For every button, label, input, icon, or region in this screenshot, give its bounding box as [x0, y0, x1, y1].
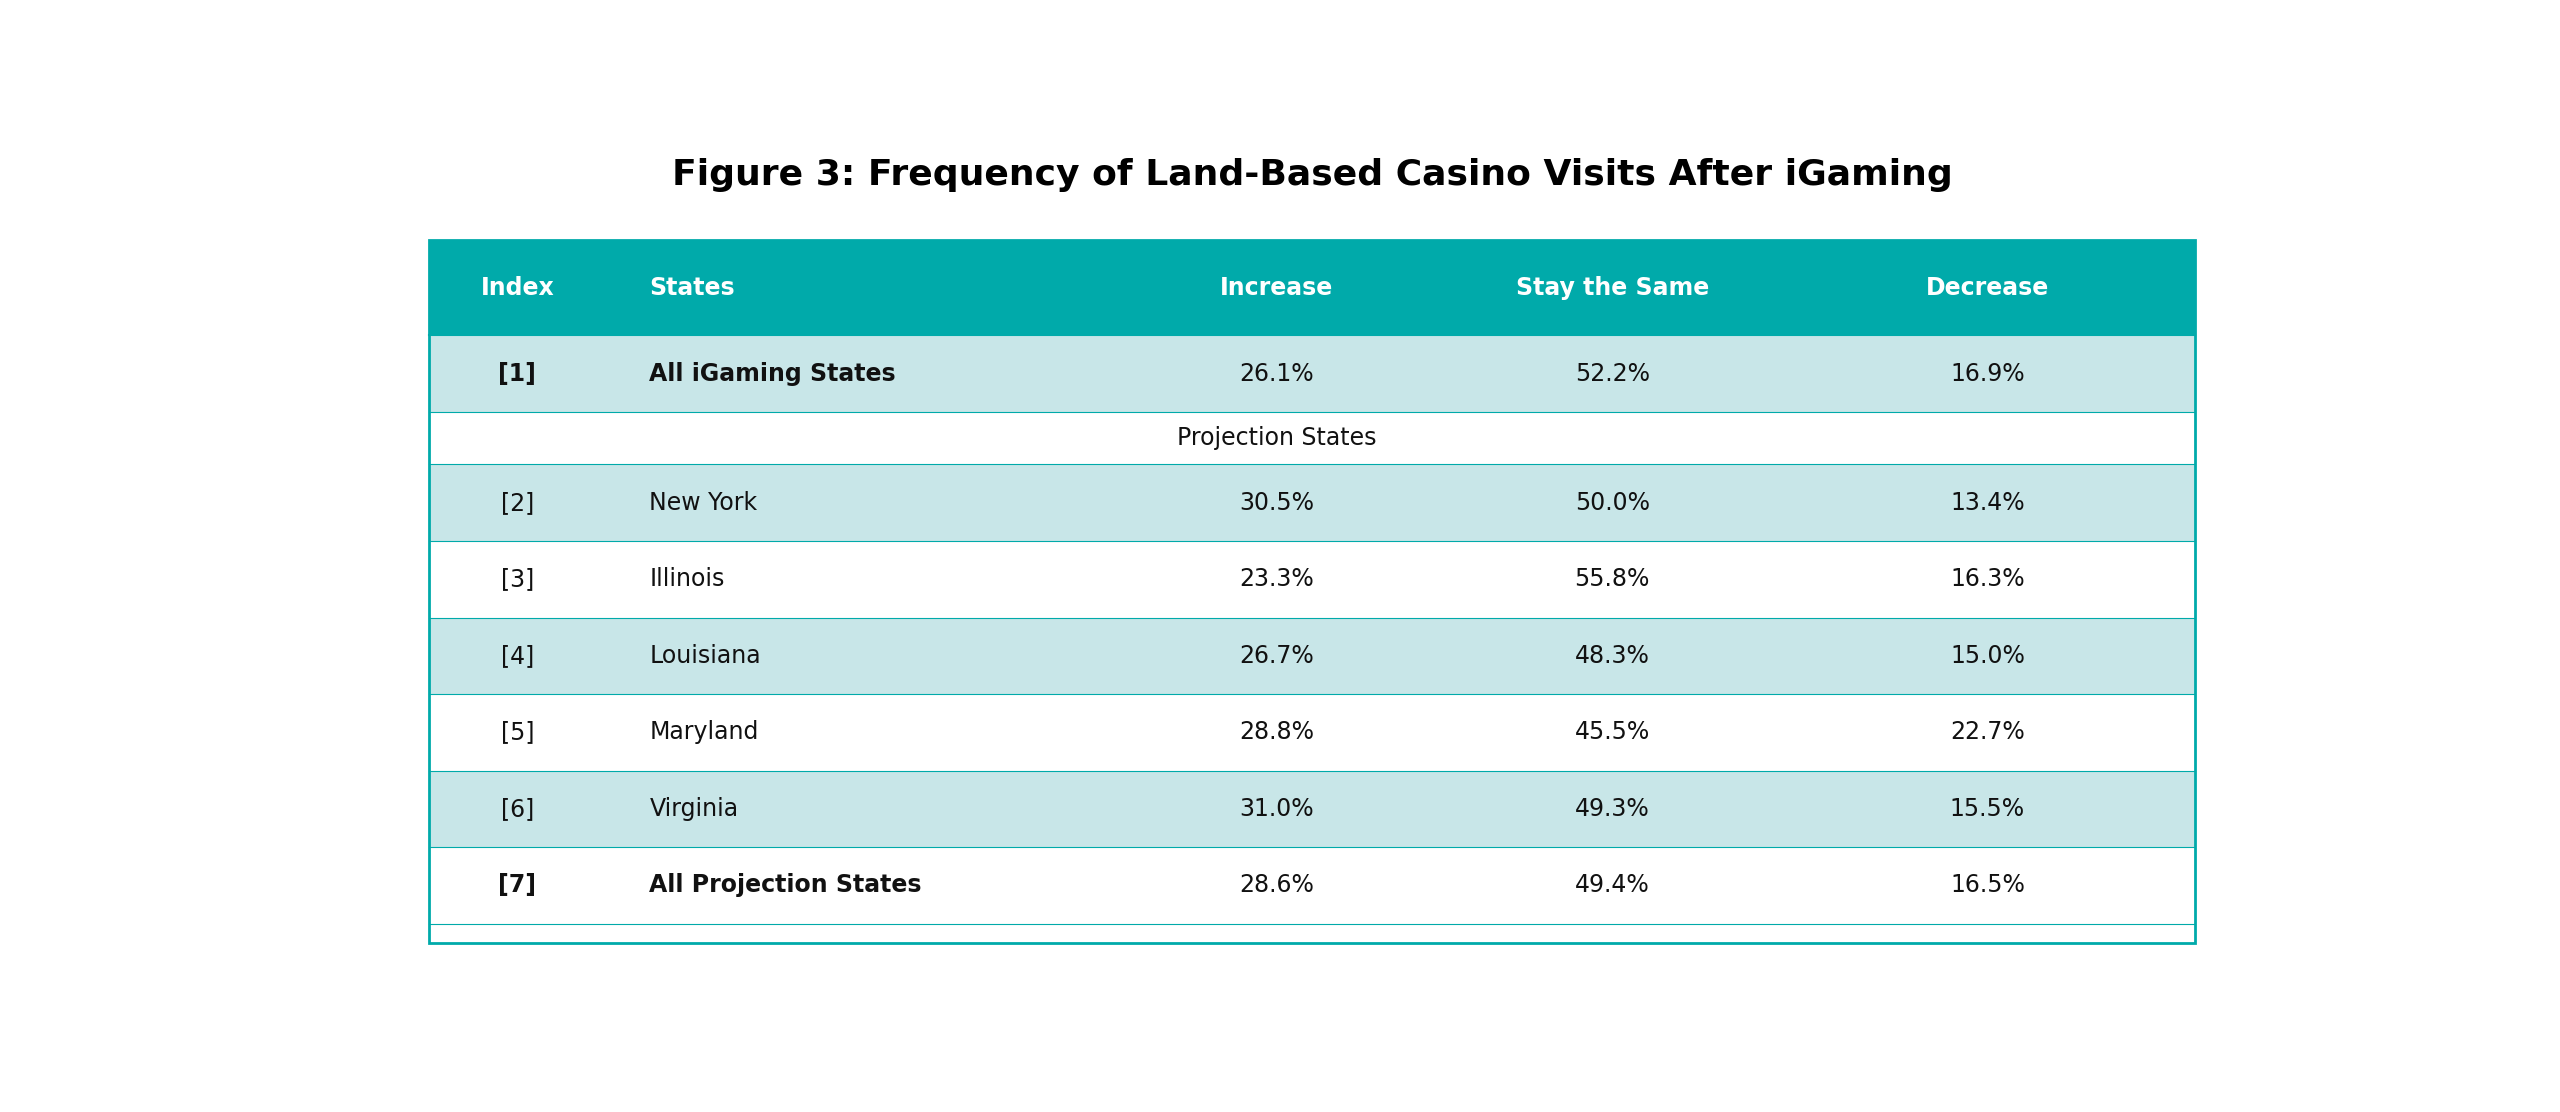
Text: 31.0%: 31.0%: [1239, 797, 1313, 821]
Text: Decrease: Decrease: [1925, 276, 2048, 300]
Text: 28.6%: 28.6%: [1239, 873, 1313, 897]
Text: 26.1%: 26.1%: [1239, 361, 1313, 386]
Text: Maryland: Maryland: [650, 721, 758, 744]
Text: [4]: [4]: [502, 644, 535, 668]
Text: 48.3%: 48.3%: [1574, 644, 1649, 668]
Text: Virginia: Virginia: [650, 797, 737, 821]
Text: [6]: [6]: [502, 797, 535, 821]
Bar: [430, 465, 2194, 540]
Bar: [430, 694, 2194, 771]
Text: 49.3%: 49.3%: [1574, 797, 1649, 821]
Bar: [430, 617, 2194, 694]
Text: Projection States: Projection States: [1178, 426, 1377, 450]
Text: Stay the Same: Stay the Same: [1516, 276, 1710, 300]
Text: 23.3%: 23.3%: [1239, 567, 1313, 592]
Text: 55.8%: 55.8%: [1574, 567, 1649, 592]
Text: All iGaming States: All iGaming States: [650, 361, 896, 386]
Text: All Projection States: All Projection States: [650, 873, 922, 897]
Bar: [430, 847, 2194, 924]
Bar: [430, 771, 2194, 847]
Text: 13.4%: 13.4%: [1951, 490, 2025, 515]
Bar: [430, 240, 2194, 335]
Text: Louisiana: Louisiana: [650, 644, 760, 668]
Text: 16.3%: 16.3%: [1951, 567, 2025, 592]
Text: [2]: [2]: [502, 490, 535, 515]
Text: New York: New York: [650, 490, 758, 515]
Text: 30.5%: 30.5%: [1239, 490, 1313, 515]
Text: [7]: [7]: [499, 873, 538, 897]
Text: 22.7%: 22.7%: [1951, 721, 2025, 744]
Text: 50.0%: 50.0%: [1574, 490, 1649, 515]
Text: 45.5%: 45.5%: [1574, 721, 1649, 744]
Text: States: States: [650, 276, 735, 300]
Text: Index: Index: [481, 276, 556, 300]
Text: 15.0%: 15.0%: [1951, 644, 2025, 668]
Text: Figure 3: Frequency of Land-Based Casino Visits After iGaming: Figure 3: Frequency of Land-Based Casino…: [671, 158, 1953, 191]
Text: 15.5%: 15.5%: [1951, 797, 2025, 821]
Text: Increase: Increase: [1221, 276, 1334, 300]
Bar: [430, 240, 2194, 943]
Text: [5]: [5]: [502, 721, 535, 744]
Text: 28.8%: 28.8%: [1239, 721, 1313, 744]
Text: Illinois: Illinois: [650, 567, 724, 592]
Text: 16.9%: 16.9%: [1951, 361, 2025, 386]
Text: 16.5%: 16.5%: [1951, 873, 2025, 897]
Bar: [430, 240, 2194, 943]
Text: [3]: [3]: [502, 567, 535, 592]
Bar: [430, 540, 2194, 617]
Bar: [430, 411, 2194, 465]
Text: 52.2%: 52.2%: [1574, 361, 1649, 386]
Text: 49.4%: 49.4%: [1574, 873, 1649, 897]
Text: [1]: [1]: [499, 361, 538, 386]
Text: 26.7%: 26.7%: [1239, 644, 1313, 668]
Bar: [430, 335, 2194, 411]
